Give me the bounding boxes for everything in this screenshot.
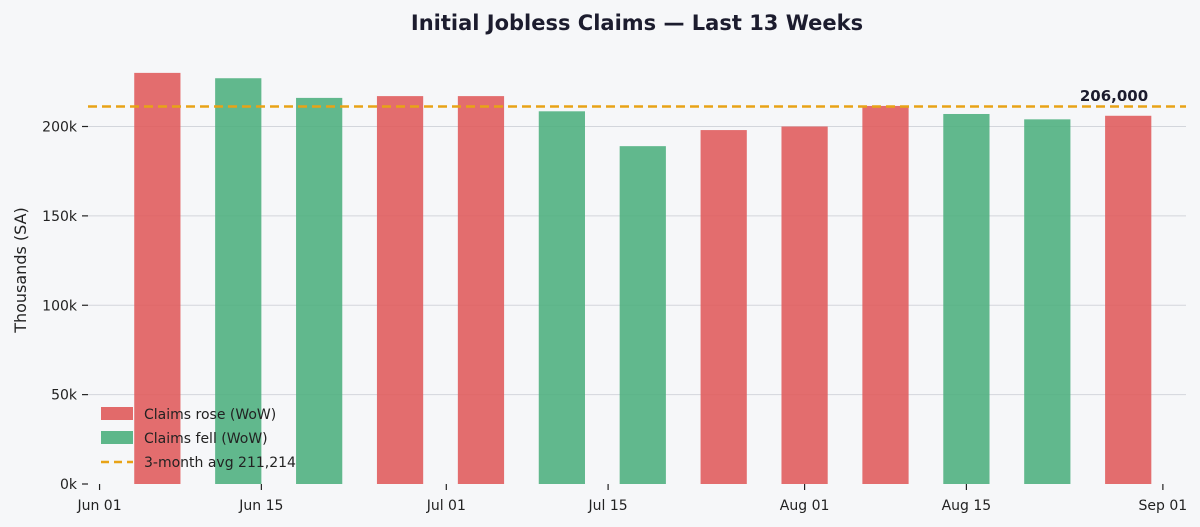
bar-rose xyxy=(1105,115,1152,485)
x-tick-label: Jun 01 xyxy=(76,498,121,514)
y-tick-label: 200k xyxy=(42,120,78,136)
bar-rose xyxy=(781,126,828,484)
legend-swatch-rose xyxy=(101,407,133,420)
x-tick-label: Jul 01 xyxy=(426,498,466,514)
legend: Claims rose (WoW) Claims fell (WoW) 3-mont… xyxy=(101,407,296,471)
x-tick-label: Aug 15 xyxy=(942,498,992,514)
y-tick-label: 150k xyxy=(42,209,78,225)
y-tick-label: 0k xyxy=(60,477,78,493)
y-axis-label: Thousands (SA) xyxy=(11,207,30,334)
legend-label: Claims rose (WoW) xyxy=(144,407,276,423)
axes: 0k 50k 100k 150k 200k Jun 01 Jun 15 Jul 01 Jul 1… xyxy=(42,120,1187,515)
bar-rose xyxy=(376,96,424,485)
chart-title: Initial Jobless Claims — Last 13 Weeks xyxy=(411,11,863,35)
bar-rose xyxy=(134,72,181,484)
bar-fell xyxy=(1024,119,1071,484)
bar-fell xyxy=(619,146,666,484)
bar-fell xyxy=(296,97,343,485)
legend-label: 3-month avg 211,214 xyxy=(144,455,296,471)
y-tick-label: 50k xyxy=(51,388,78,404)
bar-rose xyxy=(700,130,747,484)
legend-label: Claims fell (WoW) xyxy=(144,431,268,447)
legend-swatch-fell xyxy=(101,431,133,444)
last-value-annotation: 206,000 xyxy=(1080,87,1148,105)
bar-fell xyxy=(538,111,585,485)
x-tick-label: Sep 01 xyxy=(1139,498,1188,514)
x-tick-label: Jul 15 xyxy=(588,498,628,514)
bar-fell xyxy=(943,113,990,485)
x-tick-label: Aug 01 xyxy=(780,498,830,514)
bar-rose xyxy=(457,96,505,485)
bar-fell xyxy=(215,78,262,485)
y-tick-label: 100k xyxy=(42,298,78,314)
bar-rose xyxy=(862,105,909,484)
bar-series xyxy=(134,72,1152,485)
x-tick-label: Jun 15 xyxy=(238,498,283,514)
